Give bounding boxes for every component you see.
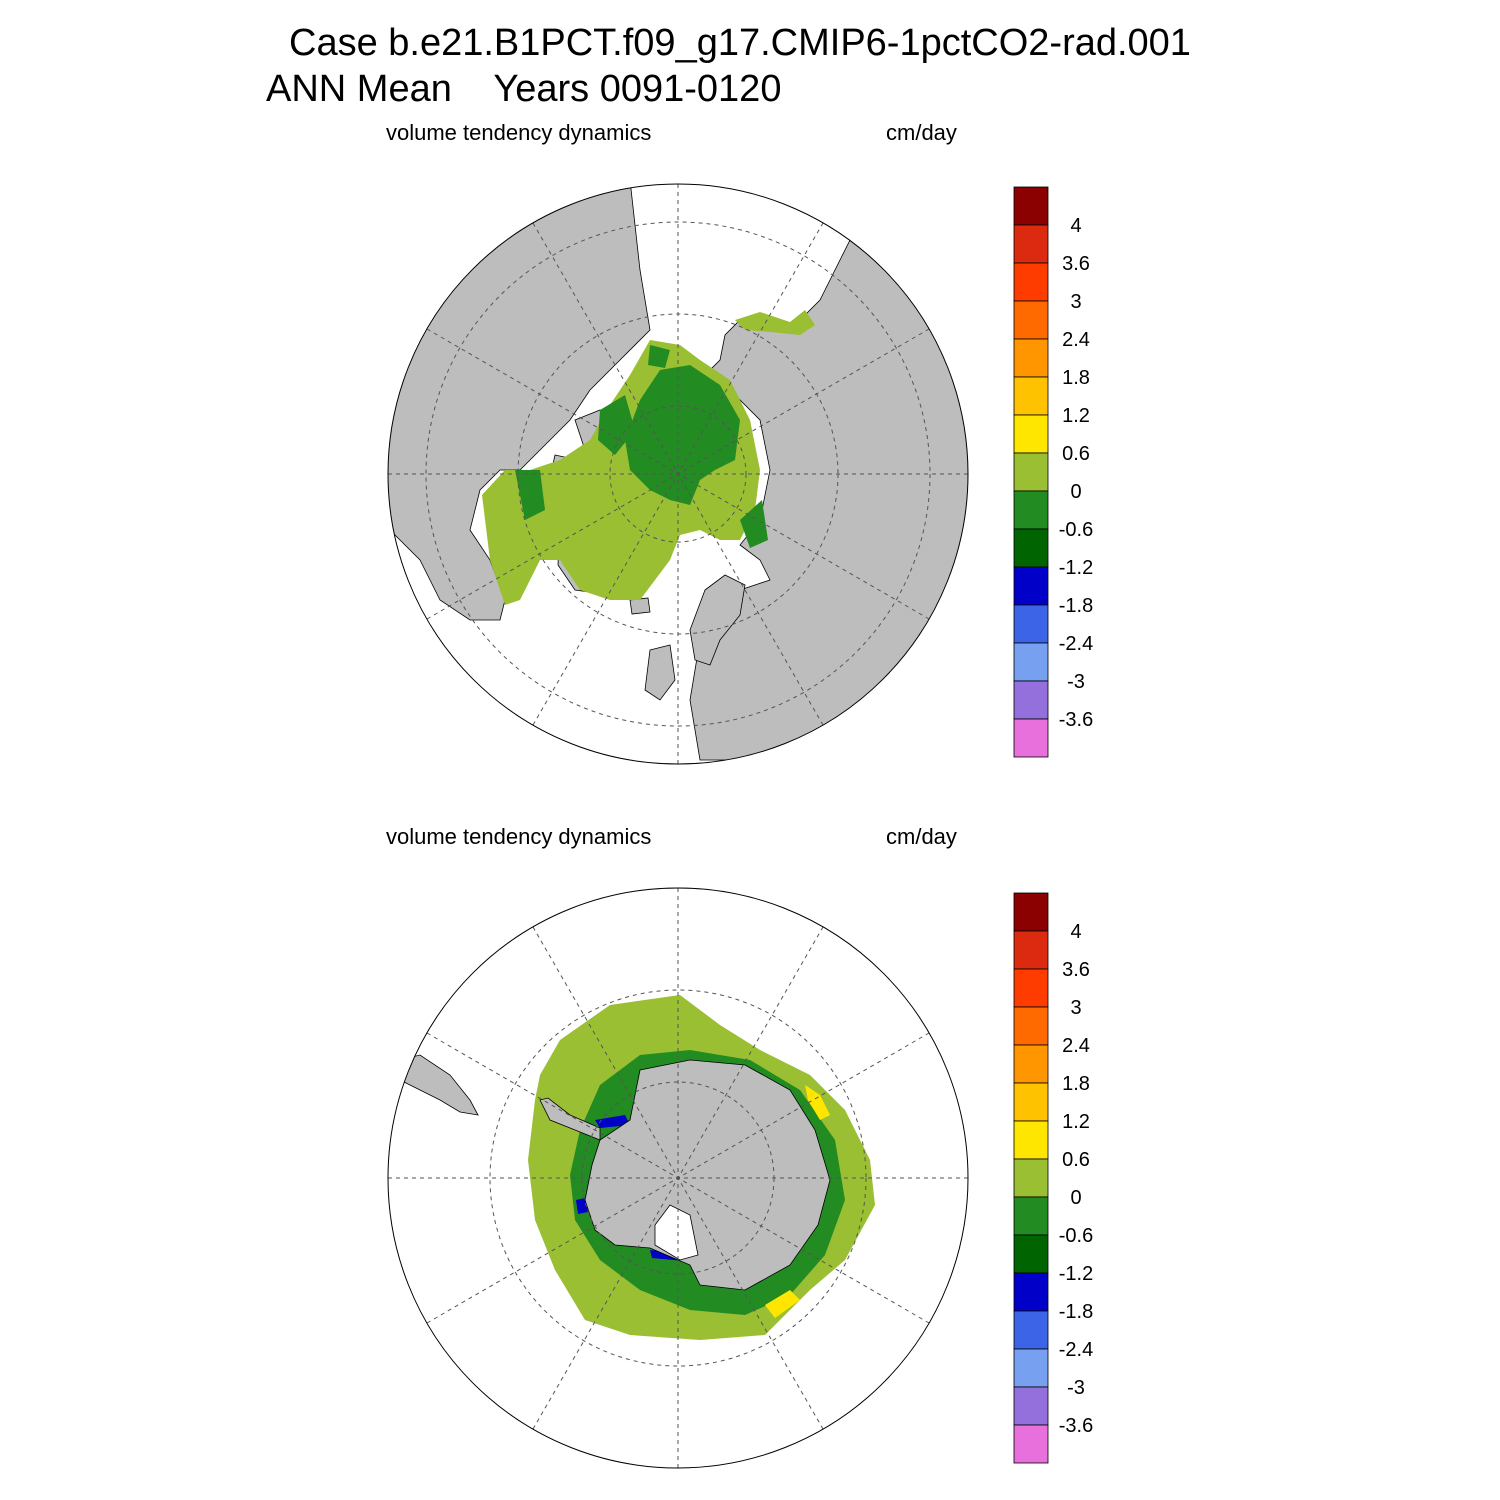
north-colorbar-swatch <box>1013 300 1049 340</box>
north-panel-units-label: cm/day <box>886 120 957 145</box>
north-colorbar-swatch <box>1013 490 1049 530</box>
north-colorbar-swatch <box>1013 642 1049 682</box>
south-colorbar-tick-label: 3.6 <box>1062 959 1090 981</box>
south-colorbar-swatch <box>1013 1348 1049 1388</box>
north-colorbar-tick-label: 0 <box>1070 481 1081 503</box>
south-colorbar-tick-label: 0.6 <box>1062 1149 1090 1171</box>
south-colorbar-tick-label: 2.4 <box>1062 1035 1090 1057</box>
north-colorbar-swatch <box>1013 680 1049 720</box>
south-colorbar-tick-label: -0.6 <box>1059 1225 1093 1247</box>
north-colorbar-tick-label: 0.6 <box>1062 443 1090 465</box>
south-map-border <box>387 887 969 1469</box>
south-colorbar-swatch <box>1013 968 1049 1008</box>
south-colorbar-tick-label: -3.6 <box>1059 1415 1093 1437</box>
south-colorbar-swatch <box>1013 1424 1049 1464</box>
south-ice-blue-weddell <box>595 1115 630 1128</box>
north-colorbar-tick-label: 1.8 <box>1062 367 1090 389</box>
north-colorbar-tick-label: -3.6 <box>1059 709 1093 731</box>
south-ice-yellow-east <box>805 1085 830 1120</box>
north-colorbar-tick-label: -2.4 <box>1059 633 1093 655</box>
north-colorbar-tick-label: -0.6 <box>1059 519 1093 541</box>
south-panel-variable-label: volume tendency dynamics <box>386 824 652 849</box>
south-colorbar-tick-label: 1.8 <box>1062 1073 1090 1095</box>
north-colorbar-swatch <box>1013 186 1049 226</box>
south-colorbar-swatch <box>1013 892 1049 932</box>
south-colorbar: 4 3.6 3 2.4 1.8 1.2 0.6 0 -0.6 -1.2 -1.8 -2.4 -3 -3.6 <box>1013 892 1093 1464</box>
south-colorbar-swatch <box>1013 1234 1049 1274</box>
north-colorbar-tick-label: 3.6 <box>1062 253 1090 275</box>
south-colorbar-tick-label: 4 <box>1070 921 1081 943</box>
south-colorbar-swatch <box>1013 1120 1049 1160</box>
south-colorbar-swatch <box>1013 1196 1049 1236</box>
south-colorbar-tick-label: 0 <box>1070 1187 1081 1209</box>
south-graticule <box>388 888 968 1468</box>
south-colorbar-swatch <box>1013 1386 1049 1426</box>
south-colorbar-swatch <box>1013 1006 1049 1046</box>
south-colorbar-tick-label: -1.8 <box>1059 1301 1093 1323</box>
north-colorbar-tick-label: -1.8 <box>1059 595 1093 617</box>
north-colorbar-tick-label: 1.2 <box>1062 405 1090 427</box>
north-colorbar-swatch <box>1013 338 1049 378</box>
south-polar-map <box>388 888 968 1468</box>
north-colorbar-swatch <box>1013 566 1049 606</box>
north-map-border <box>387 183 969 765</box>
north-colorbar-tick-label: 3 <box>1070 291 1081 313</box>
south-colorbar-swatch <box>1013 1158 1049 1198</box>
north-colorbar-tick-label: 2.4 <box>1062 329 1090 351</box>
south-colorbar-swatch <box>1013 1082 1049 1122</box>
south-ross-ice-shelf <box>654 1204 699 1261</box>
north-graticule <box>388 184 968 764</box>
south-colorbar-swatch <box>1013 1044 1049 1084</box>
south-land-antarctic-peninsula <box>539 1097 601 1141</box>
south-colorbar-tick-label: -3 <box>1067 1377 1085 1399</box>
figure-title-line-2: ANN Mean Years 0091-0120 <box>266 68 782 110</box>
south-colorbar-swatch <box>1013 930 1049 970</box>
north-colorbar: 4 3.6 3 2.4 1.8 1.2 0.6 0 -0.6 -1.2 -1.8 -2.4 -3 -3.6 <box>1013 186 1093 758</box>
south-colorbar-tick-label: 3 <box>1070 997 1081 1019</box>
figure-title-line-1: Case b.e21.B1PCT.f09_g17.CMIP6-1pctCO2-r… <box>289 22 1191 64</box>
north-colorbar-swatch <box>1013 452 1049 492</box>
south-colorbar-swatch <box>1013 1310 1049 1350</box>
north-colorbar-swatch <box>1013 224 1049 264</box>
north-colorbar-swatch <box>1013 262 1049 302</box>
south-colorbar-swatch <box>1013 1272 1049 1312</box>
north-polar-map <box>388 184 968 764</box>
north-colorbar-swatch <box>1013 528 1049 568</box>
north-panel-variable-label: volume tendency dynamics <box>386 120 652 145</box>
south-colorbar-tick-label: -2.4 <box>1059 1339 1093 1361</box>
north-colorbar-swatch <box>1013 414 1049 454</box>
south-colorbar-tick-label: 1.2 <box>1062 1111 1090 1133</box>
south-land-south-america <box>399 1054 479 1116</box>
south-colorbar-tick-label: -1.2 <box>1059 1263 1093 1285</box>
north-ice-bering <box>735 310 815 335</box>
north-colorbar-tick-label: -3 <box>1067 671 1085 693</box>
north-land-scandinavia <box>689 574 746 666</box>
north-land-british-isles <box>629 597 676 701</box>
north-colorbar-swatch <box>1013 376 1049 416</box>
north-colorbar-swatch <box>1013 604 1049 644</box>
south-panel-units-label: cm/day <box>886 824 957 849</box>
north-colorbar-swatch <box>1013 718 1049 758</box>
north-colorbar-tick-label: 4 <box>1070 215 1081 237</box>
south-ice-blue-west <box>576 1198 588 1214</box>
north-colorbar-tick-label: -1.2 <box>1059 557 1093 579</box>
south-ice-yellow-southeast <box>765 1290 800 1318</box>
north-ice-negative-central <box>625 365 740 505</box>
